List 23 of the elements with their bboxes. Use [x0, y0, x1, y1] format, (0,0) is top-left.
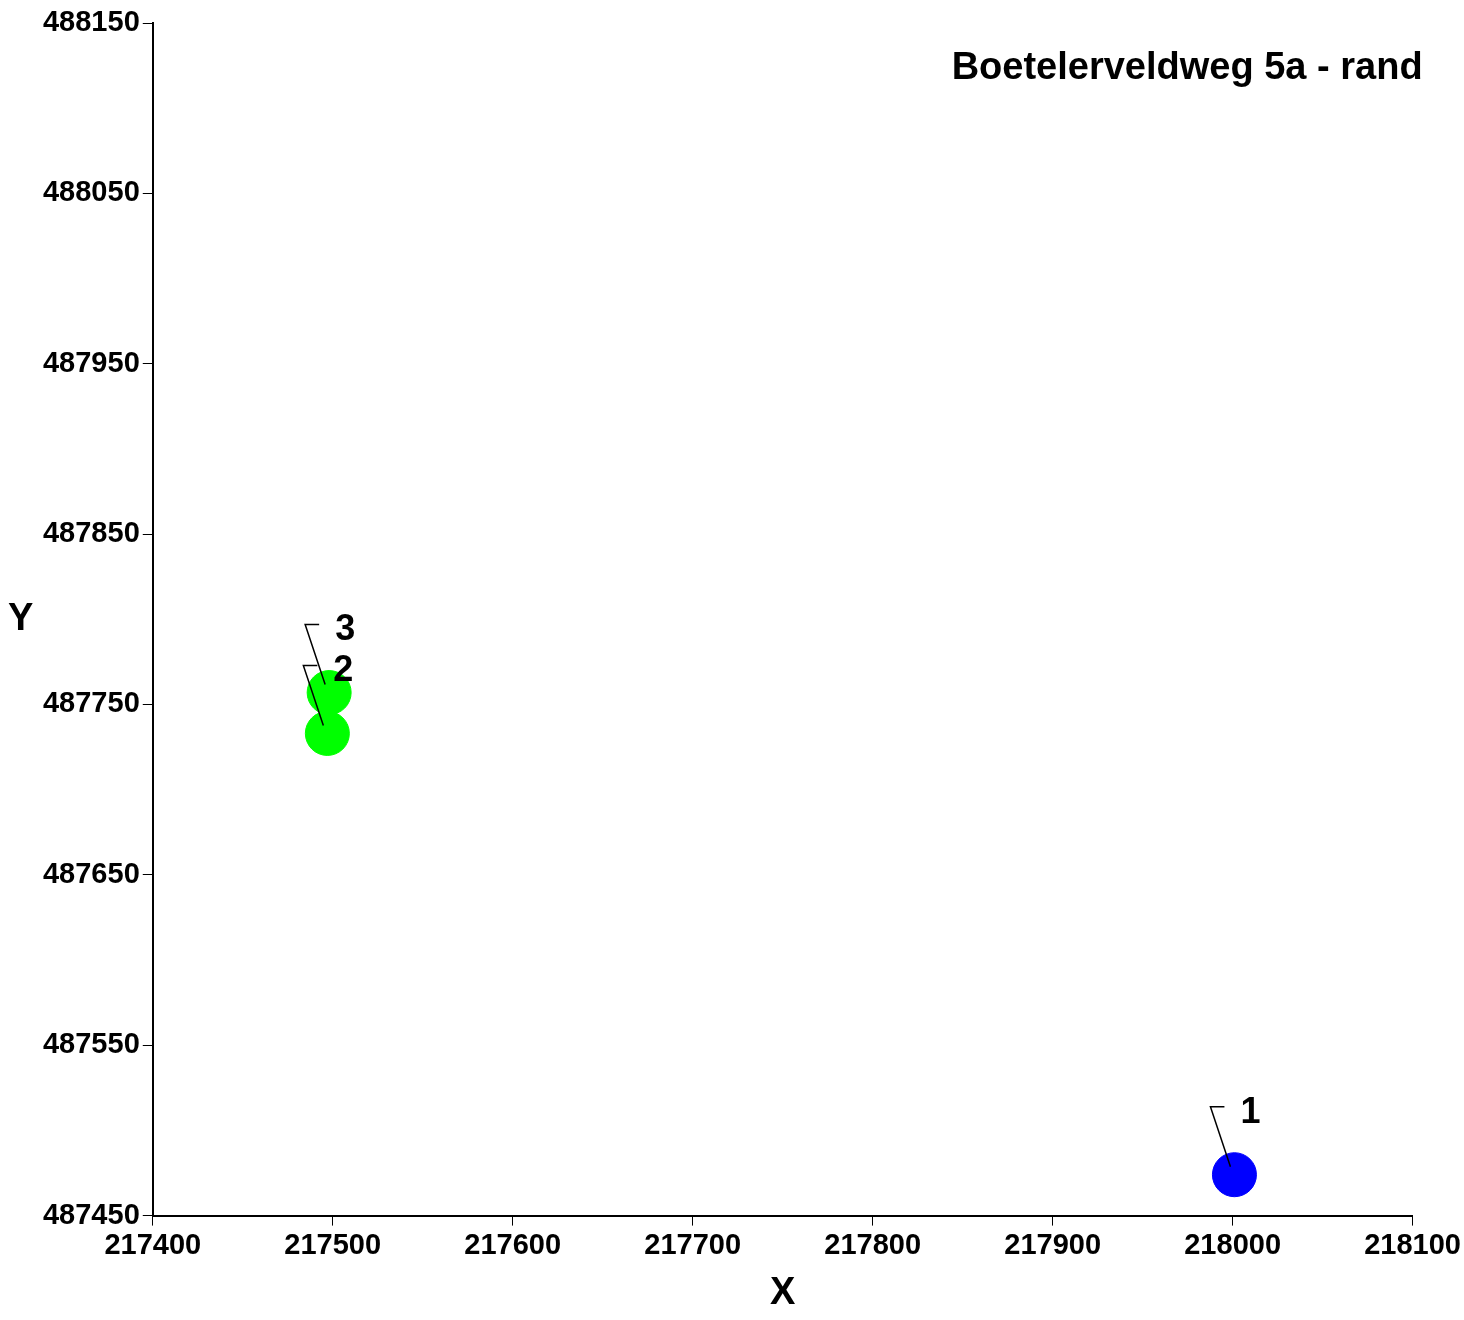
x-tick-label: 218000	[1184, 1228, 1282, 1260]
y-tick-label: 487750	[42, 686, 140, 719]
y-tick-label: 487550	[42, 1027, 140, 1060]
y-tick-label: 488150	[42, 5, 140, 37]
y-tick-label: 488050	[42, 175, 140, 208]
x-tick-label: 217900	[1004, 1228, 1102, 1260]
x-tick-label: 217800	[824, 1228, 922, 1260]
y-axis-title: Y	[8, 595, 34, 638]
point	[304, 710, 350, 756]
x-axis-title: X	[770, 1269, 797, 1312]
y-tick-label: 487850	[42, 516, 140, 549]
annotation: 3	[335, 607, 356, 649]
y-tick-label: 487650	[42, 856, 140, 889]
y-tick-label: 487450	[42, 1197, 140, 1230]
x-tick-label: 217500	[284, 1228, 382, 1260]
annotation: 1	[1240, 1089, 1261, 1131]
y-tick-label: 487950	[42, 345, 140, 378]
x-tick-label: 217600	[464, 1228, 562, 1260]
x-tick-label: 217400	[104, 1228, 202, 1260]
point	[1211, 1152, 1257, 1198]
text: Boetelerveldweg 5a - rand	[951, 45, 1423, 88]
x-tick-label: 218100	[1364, 1228, 1462, 1260]
x-tick-label: 217700	[644, 1228, 742, 1260]
